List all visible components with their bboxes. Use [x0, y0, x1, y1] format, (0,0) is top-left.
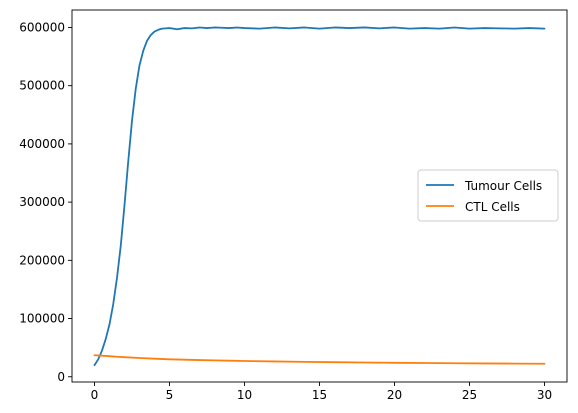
x-tick-label: 30: [537, 388, 552, 402]
y-tick-label: 0: [57, 370, 65, 384]
y-tick-label: 300000: [19, 195, 65, 209]
legend: Tumour Cells CTL Cells: [417, 169, 559, 222]
legend-box: [417, 169, 559, 222]
x-tick-label: 0: [91, 388, 99, 402]
y-tick-label: 600000: [19, 20, 65, 34]
y-tick-label: 400000: [19, 137, 65, 151]
x-tick-label: 15: [312, 388, 327, 402]
x-axis: 0 5 10 15 20 25 30: [91, 382, 552, 402]
legend-label-ctl: CTL Cells: [465, 200, 520, 214]
x-tick-label: 25: [462, 388, 477, 402]
y-tick-label: 500000: [19, 79, 65, 93]
legend-label-tumour: Tumour Cells: [464, 179, 542, 193]
series-layer: [93, 26, 546, 367]
series-line-tumour-cells: [93, 26, 546, 367]
y-tick-label: 100000: [19, 312, 65, 326]
series-line-ctl-cells: [93, 354, 546, 365]
x-tick-label: 5: [166, 388, 174, 402]
y-tick-label: 200000: [19, 253, 65, 267]
x-tick-label: 20: [387, 388, 402, 402]
x-tick-label: 10: [237, 388, 252, 402]
y-axis: 0 100000 200000 300000 400000 500000 600000: [19, 20, 72, 384]
